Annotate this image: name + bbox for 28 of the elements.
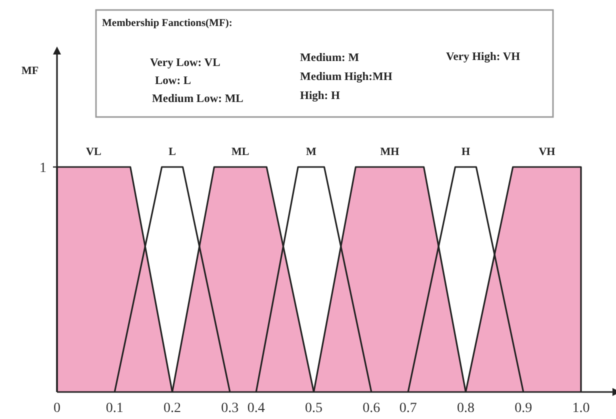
x-tick-label: 0.3 xyxy=(221,401,239,416)
series-label: H xyxy=(461,146,470,158)
annotation: Very Low: VL xyxy=(150,57,221,69)
x-tick-label: 0.1 xyxy=(106,401,124,416)
y-axis-title: MF xyxy=(21,65,39,77)
x-tick-label: 0.8 xyxy=(456,401,474,416)
x-tick-label: 0.9 xyxy=(514,401,532,416)
annotation: Medium: M xyxy=(300,52,360,64)
x-tick-label: 0.4 xyxy=(247,401,265,416)
x-tick-label: 0.5 xyxy=(305,401,323,416)
x-tick-label: 0.6 xyxy=(362,401,380,416)
series-label: MH xyxy=(380,146,400,158)
annotation: High: H xyxy=(300,90,340,102)
series-label: VL xyxy=(86,146,102,158)
y-tick-label: 1 xyxy=(40,161,46,176)
series-label: VH xyxy=(538,146,556,158)
text: Membership Fanctions(MF): xyxy=(102,18,232,29)
annotation: Medium High:MH xyxy=(300,71,392,83)
annotation: Low: L xyxy=(155,75,192,87)
x-tick-label: 1.0 xyxy=(572,401,590,416)
annotation: Medium Low: ML xyxy=(152,93,244,105)
series-label: M xyxy=(306,146,317,158)
series-label: L xyxy=(168,146,176,158)
x-tick-label: 0.7 xyxy=(399,401,417,416)
x-tick-label: 0.2 xyxy=(164,401,182,416)
series-label: ML xyxy=(232,146,250,158)
x-tick-label: 0 xyxy=(54,401,60,416)
annotation: Very High: VH xyxy=(446,51,520,63)
